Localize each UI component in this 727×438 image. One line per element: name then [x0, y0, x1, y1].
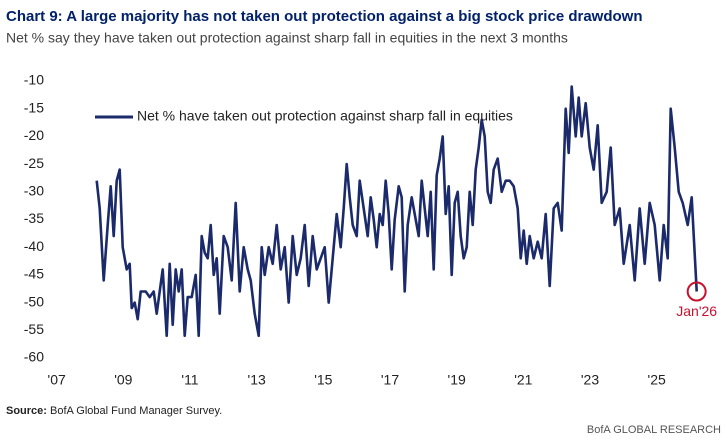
x-tick-label: '11: [181, 372, 198, 388]
y-tick-label: -45: [24, 266, 44, 282]
x-tick-label: '21: [514, 372, 532, 388]
y-tick-label: -10: [24, 72, 44, 88]
y-tick-label: -35: [24, 210, 44, 226]
x-tick-label: '17: [381, 372, 399, 388]
y-tick-label: -20: [24, 127, 44, 143]
source-label: Source:: [6, 405, 47, 417]
y-tick-label: -60: [24, 349, 44, 365]
source: BofA Global Fund Manager Survey.: [50, 405, 222, 417]
x-tick-label: '15: [314, 372, 332, 388]
chart-title: Chart 9: A large majority has not taken …: [6, 8, 643, 25]
chart-subtitle: Net % say they have taken out protection…: [6, 30, 568, 46]
annotation: Jan'26: [676, 303, 717, 319]
y-tick-label: -25: [24, 155, 44, 171]
y-tick-label: -55: [24, 321, 44, 337]
legend-label: Net % have taken out protection against …: [137, 108, 513, 124]
footer: BofA GLOBAL RESEARCH: [587, 424, 721, 436]
x-tick-label: '13: [248, 372, 266, 388]
x-tick-label: '19: [448, 372, 466, 388]
y-tick-label: -40: [24, 238, 44, 254]
y-tick-label: -50: [24, 293, 44, 309]
x-tick-label: '09: [114, 372, 132, 388]
x-tick-label: '23: [581, 372, 599, 388]
y-tick-label: -15: [24, 99, 44, 115]
annotation-circle: [686, 281, 707, 302]
y-tick-label: -30: [24, 183, 44, 199]
x-tick-label: '07: [48, 372, 66, 388]
x-tick-label: '25: [648, 372, 666, 388]
series-line: [95, 85, 698, 338]
